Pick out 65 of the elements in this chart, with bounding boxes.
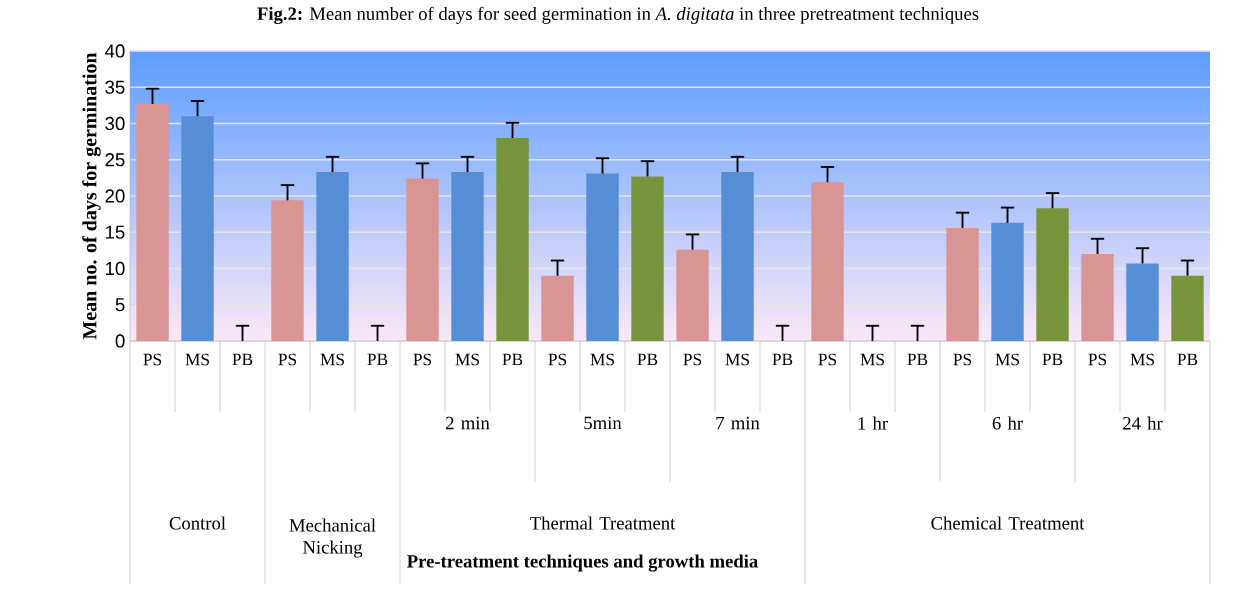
y-axis-title: Mean no. of days for germination (82, 52, 101, 340)
bar (1126, 263, 1159, 341)
bar (1036, 208, 1069, 341)
x-tick-label: PS (953, 353, 972, 366)
x-tick-label: MS (185, 353, 209, 366)
text: 1 hr (858, 416, 888, 430)
x-tick-label: PS (278, 353, 297, 366)
bar (541, 275, 574, 341)
x-tick-label: MS (1130, 353, 1154, 366)
y-tick-label: 40 (104, 44, 125, 58)
bar (1081, 253, 1114, 341)
x-tick-label: MS (995, 353, 1019, 366)
y-tick-label: 35 (105, 80, 125, 94)
text: 2 min (446, 416, 490, 430)
y-tick-label: 0 (115, 334, 125, 348)
text: Chemical Treatment (931, 516, 1085, 530)
x-tick-label: PS (1088, 353, 1107, 366)
bar (991, 222, 1024, 341)
text: 7 min (716, 416, 760, 430)
bar (496, 137, 529, 341)
text: 6 hr (992, 416, 1023, 430)
text: Thermal Treatment (530, 516, 676, 530)
bar (946, 227, 979, 341)
bar (406, 178, 439, 341)
x-tick-label: PB (367, 353, 388, 366)
x-tick-label: MS (860, 353, 884, 366)
text: Pre-treatment techniques and growth media (407, 554, 758, 572)
bar (451, 172, 484, 341)
text: Control (169, 516, 226, 530)
chart-title: Fig.2: Mean number of days for seed germination in A. digitata in three pretreatment techniques (257, 6, 979, 24)
bar (271, 200, 304, 341)
x-tick-label: PB (1177, 353, 1198, 366)
text: 5min (584, 416, 622, 430)
x-tick-label: MS (455, 353, 479, 366)
bar (811, 182, 844, 341)
y-tick-label: 20 (105, 189, 125, 203)
y-tick-label: 30 (105, 116, 125, 131)
x-tick-label: PS (413, 353, 432, 366)
bar (586, 173, 619, 341)
x-tick-label: PS (818, 353, 837, 366)
y-tick-label: 15 (105, 225, 125, 239)
x-tick-label: MS (320, 353, 344, 366)
bar (136, 103, 169, 341)
x-tick-label: PB (1042, 353, 1063, 366)
y-tick-label: 5 (115, 298, 125, 312)
text: 24 hr (1123, 416, 1163, 430)
x-tick-label: PB (502, 353, 523, 366)
x-tick-label: MS (725, 353, 749, 366)
bar (1171, 275, 1204, 341)
x-tick-label: PS (143, 353, 162, 366)
bar (181, 116, 214, 341)
y-tick-label: 10 (105, 261, 125, 276)
x-tick-label: PB (907, 353, 928, 366)
y-tick-label: 25 (105, 153, 125, 167)
x-tick-label: PB (232, 353, 253, 366)
x-tick-label: PB (772, 353, 793, 366)
bar (316, 172, 349, 341)
text: Mechanical Nicking (289, 518, 376, 558)
x-tick-label: PS (683, 353, 702, 366)
x-tick-label: PB (637, 353, 658, 366)
bar (676, 249, 709, 341)
bar (631, 176, 664, 341)
x-tick-label: PS (548, 353, 567, 366)
x-tick-label: MS (590, 353, 614, 366)
bar (721, 172, 754, 341)
